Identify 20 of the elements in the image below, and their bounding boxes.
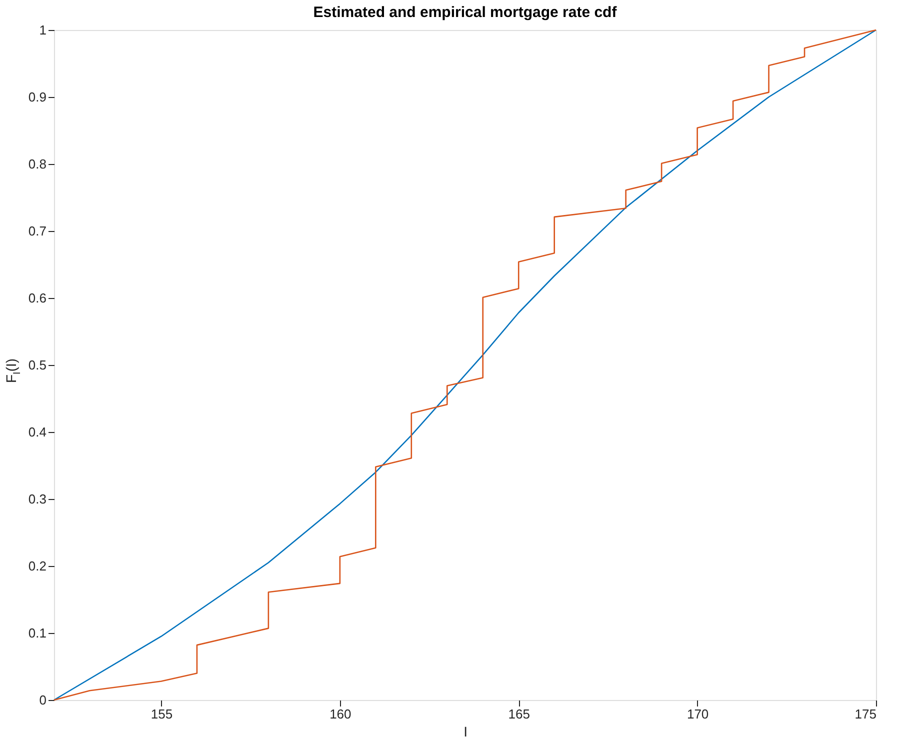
x-axis-title: I (464, 724, 468, 740)
y-axis-title: FI(I) (3, 358, 23, 383)
y-tick-label: 0.5 (28, 358, 46, 372)
y-tick-label: 0.1 (28, 626, 46, 640)
y-tick-label: 0.3 (28, 492, 46, 506)
y-tick-label: 0 (39, 692, 46, 708)
x-tick-label: 175 (854, 706, 876, 722)
chart-title: Estimated and empirical mortgage rate cdf (313, 4, 618, 21)
y-tick-label: 0.6 (28, 290, 46, 306)
line-series (53, 29, 877, 701)
y-tick-label: 0.4 (28, 424, 46, 440)
x-tick-label: 160 (330, 706, 352, 722)
x-tick-label: 155 (150, 706, 173, 722)
y-tick-label: 0.7 (28, 224, 46, 238)
x-tick-label: 170 (686, 706, 709, 722)
y-tick-label: 1 (39, 22, 46, 38)
y-tick-label: 0.8 (28, 156, 46, 172)
y-tick-label: 0.9 (28, 90, 46, 104)
y-tick-label: 0.2 (28, 558, 46, 574)
x-tick-label: 165 (508, 706, 530, 722)
